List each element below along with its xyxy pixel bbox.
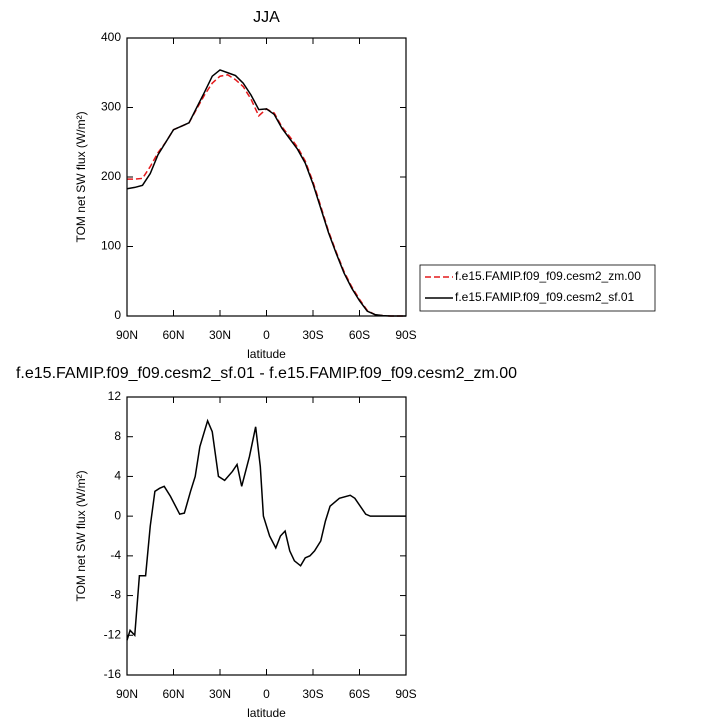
x-tick-label: 90S xyxy=(395,328,416,342)
y-tick-label: 100 xyxy=(101,239,121,253)
y-tick-label: -12 xyxy=(104,627,122,641)
x-tick-label: 90N xyxy=(116,687,138,701)
y-tick-label: 4 xyxy=(114,469,121,483)
y-tick-label: 200 xyxy=(101,169,121,183)
legend-label: f.e15.FAMIP.f09_f09.cesm2_sf.01 xyxy=(455,290,635,304)
x-axis-label: latitude xyxy=(247,347,286,361)
y-tick-label: -8 xyxy=(110,588,121,602)
chart-title: JJA xyxy=(253,9,280,26)
chart-title: f.e15.FAMIP.f09_f09.cesm2_sf.01 - f.e15.… xyxy=(16,365,517,382)
y-axis-label: TOM net SW flux (W/m²) xyxy=(74,470,88,601)
x-axis-label: latitude xyxy=(247,706,286,720)
y-tick-label: 0 xyxy=(114,308,121,322)
legend-label: f.e15.FAMIP.f09_f09.cesm2_zm.00 xyxy=(455,269,641,283)
x-tick-label: 60S xyxy=(349,687,370,701)
data-line xyxy=(126,418,406,641)
y-tick-label: 0 xyxy=(114,508,121,522)
y-axis-label: TOM net SW flux (W/m²) xyxy=(74,111,88,242)
x-tick-label: 0 xyxy=(263,687,270,701)
x-tick-label: 90N xyxy=(116,328,138,342)
plot-frame xyxy=(126,396,407,676)
data-line xyxy=(126,69,406,317)
x-tick-label: 30S xyxy=(302,328,323,342)
y-tick-label: 12 xyxy=(108,389,122,403)
x-tick-label: 0 xyxy=(263,328,270,342)
x-tick-label: 30S xyxy=(302,687,323,701)
y-tick-label: 400 xyxy=(101,30,121,44)
x-tick-label: 30N xyxy=(209,687,231,701)
x-tick-label: 60S xyxy=(349,328,370,342)
x-tick-label: 30N xyxy=(209,328,231,342)
y-tick-label: 300 xyxy=(101,100,121,114)
x-tick-label: 60N xyxy=(162,687,184,701)
data-line xyxy=(127,74,406,317)
legend-box xyxy=(419,264,656,312)
y-tick-label: -4 xyxy=(110,548,121,562)
plot-frame xyxy=(126,37,407,317)
x-tick-label: 60N xyxy=(162,328,184,342)
x-tick-label: 90S xyxy=(395,687,416,701)
y-tick-label: -16 xyxy=(104,667,122,681)
y-tick-label: 8 xyxy=(114,429,121,443)
